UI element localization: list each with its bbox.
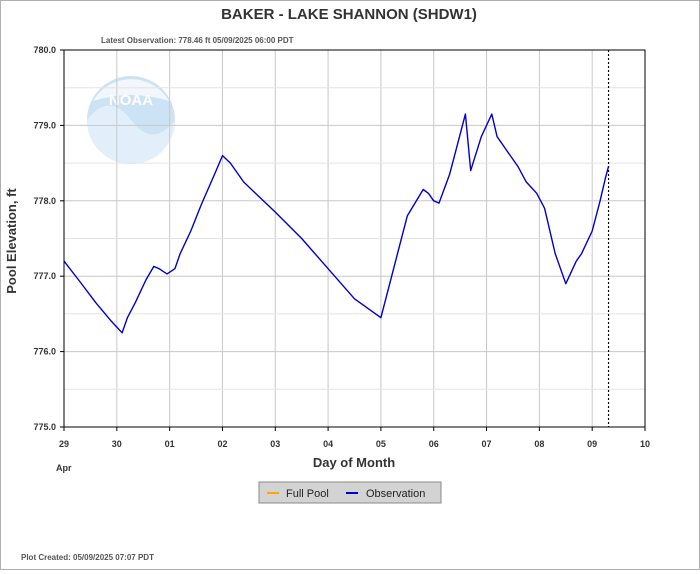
y-tick-label: 775.0 xyxy=(33,422,56,432)
x-tick-label: 05 xyxy=(376,439,386,449)
latest-observation-text: Latest Observation: 778.46 ft 05/09/2025… xyxy=(101,36,294,45)
chart-title: BAKER - LAKE SHANNON (SHDW1) xyxy=(221,6,477,23)
series-group xyxy=(63,50,610,427)
x-tick-label: 03 xyxy=(270,439,280,449)
x-tick-label: 10 xyxy=(640,439,650,449)
x-tick-label: 29 xyxy=(59,439,69,449)
noaa-logo-text: NOAA xyxy=(109,92,153,109)
month-label: Apr xyxy=(56,463,72,473)
legend: Full Pool Observation xyxy=(258,481,442,504)
y-axis-label: Pool Elevation, ft xyxy=(4,188,19,294)
observation-line xyxy=(63,113,610,334)
x-tick-label: 09 xyxy=(587,439,597,449)
y-tick-label: 777.0 xyxy=(33,271,56,281)
x-tick-label: 07 xyxy=(482,439,492,449)
x-tick-label: 08 xyxy=(534,439,544,449)
axes: 29 30 01 02 03 04 05 06 07 08 09 10 775.0 776.0 777.0 7… xyxy=(33,45,650,449)
y-tick-label: 780.0 xyxy=(33,45,56,55)
legend-observation-label: Observation xyxy=(366,488,425,500)
y-tick-label: 779.0 xyxy=(33,120,56,130)
noaa-logo: NOAA xyxy=(87,76,175,164)
x-tick-label: 02 xyxy=(217,439,227,449)
plot-created-text: Plot Created: 05/09/2025 07:07 PDT xyxy=(21,553,154,562)
x-tick-label: 30 xyxy=(112,439,122,449)
x-tick-label: 04 xyxy=(323,439,333,449)
x-tick-label: 06 xyxy=(429,439,439,449)
x-tick-label: 01 xyxy=(165,439,175,449)
y-tick-label: 778.0 xyxy=(33,196,56,206)
y-tick-label: 776.0 xyxy=(33,347,56,357)
legend-full-pool-label: Full Pool xyxy=(286,488,329,500)
plot-border xyxy=(63,49,646,428)
grid-lines xyxy=(64,50,645,427)
x-axis-label: Day of Month xyxy=(313,455,395,470)
